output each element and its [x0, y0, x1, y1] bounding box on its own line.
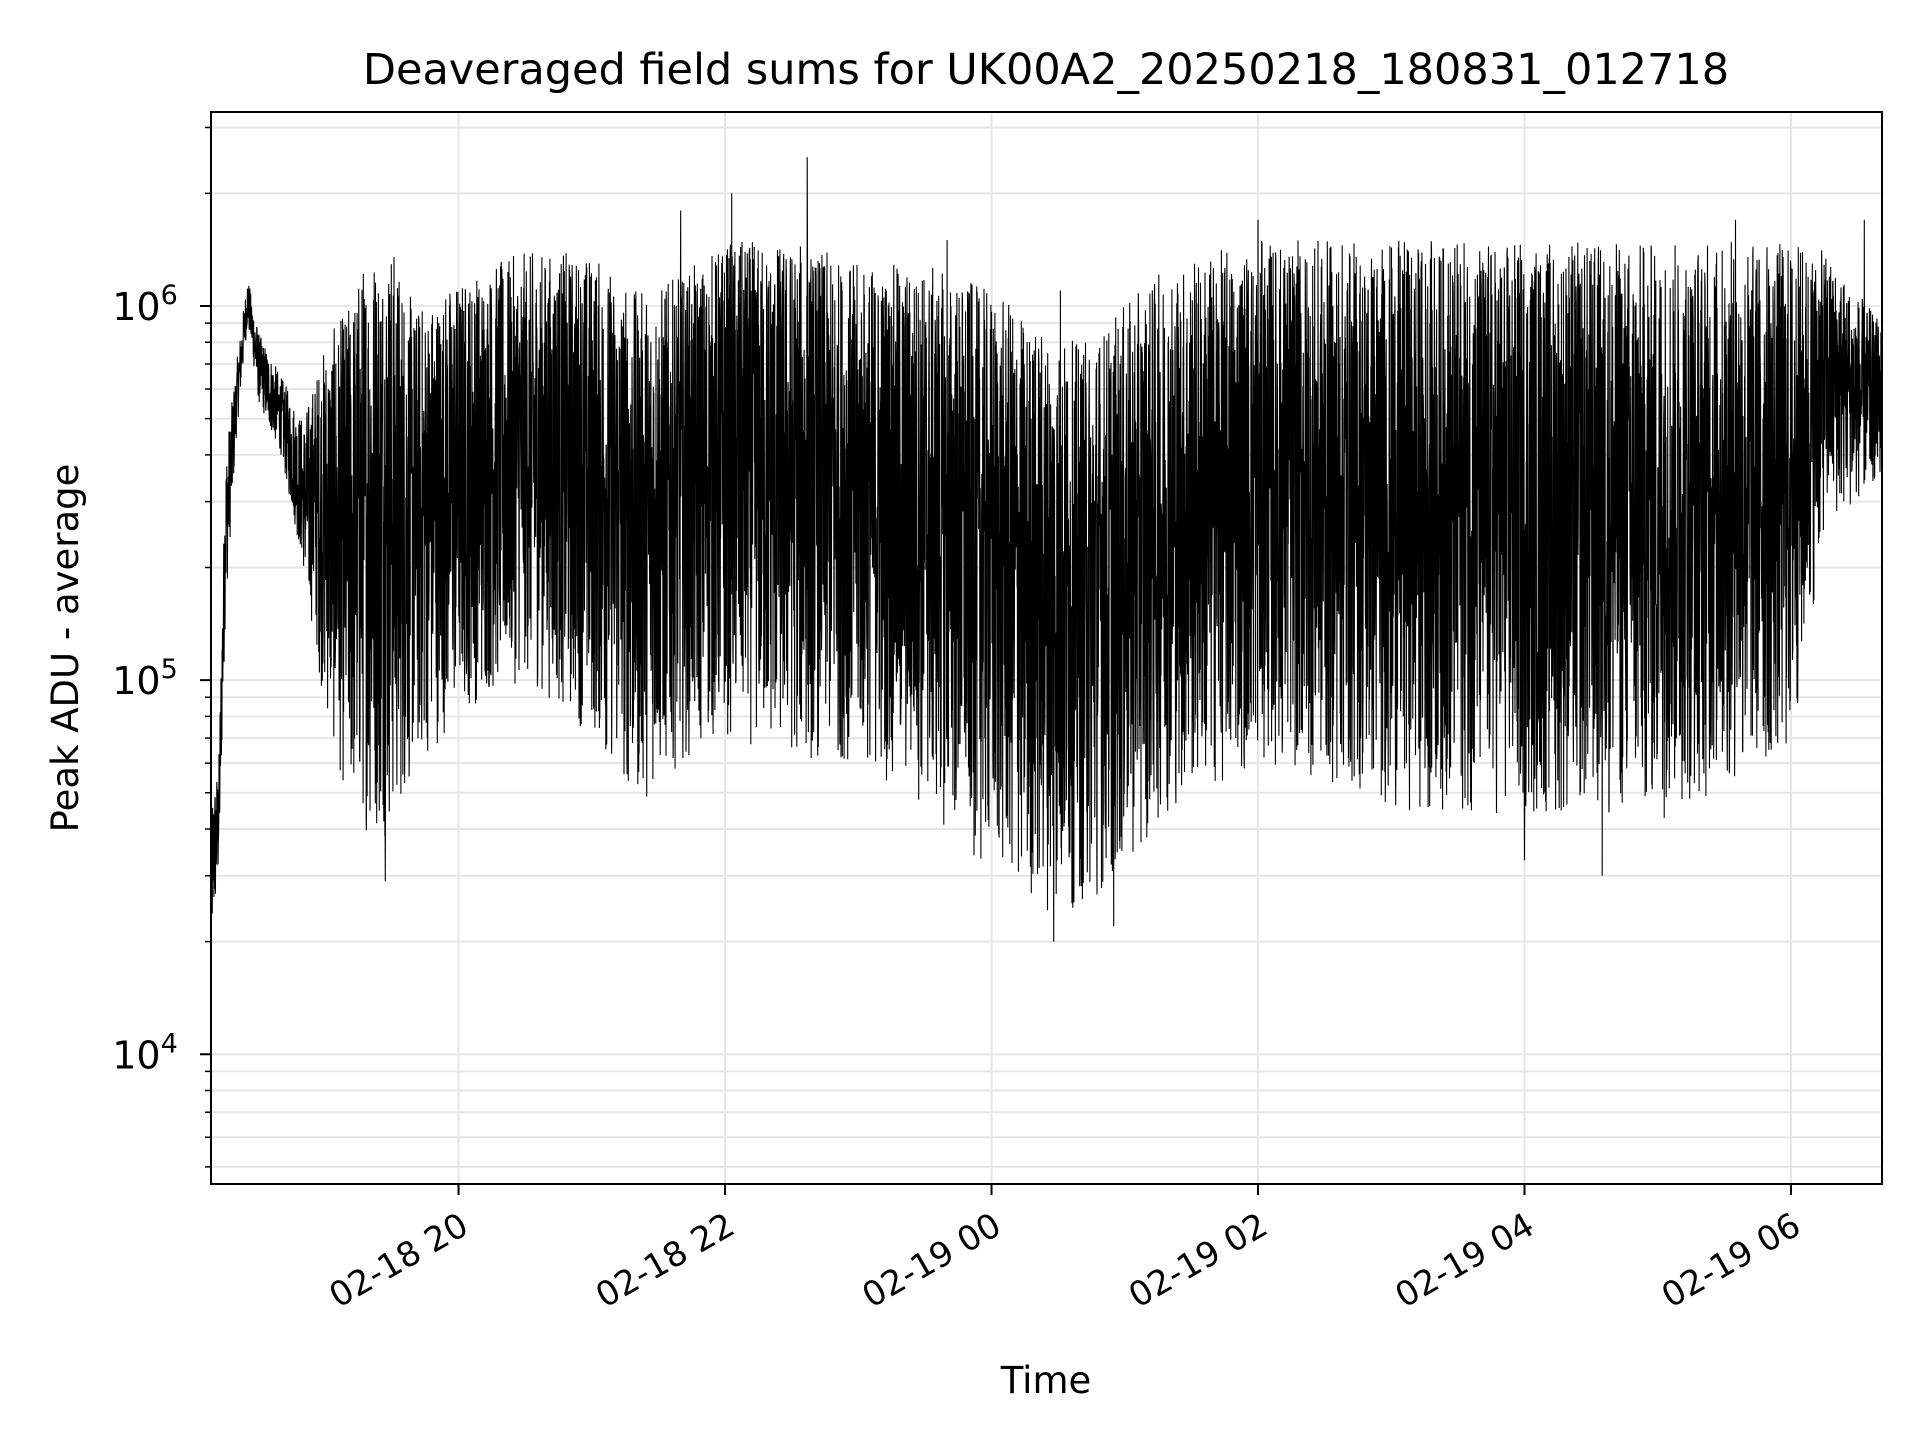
axes-frame: [210, 111, 1883, 1185]
y-axis-ticks: 104 105 106: [112, 126, 211, 1168]
y-tick-label: 105: [112, 654, 178, 703]
plot-area: [210, 157, 1883, 951]
x-axis-label: Time: [1000, 1359, 1092, 1402]
chart-title: Deaveraged field sums for UK00A2_2025021…: [363, 45, 1729, 95]
y-tick-label: 106: [112, 280, 178, 329]
y-axis-label: Peak ADU - average: [44, 464, 87, 833]
series-line: [210, 157, 1883, 951]
y-tick-label: 104: [112, 1028, 178, 1077]
